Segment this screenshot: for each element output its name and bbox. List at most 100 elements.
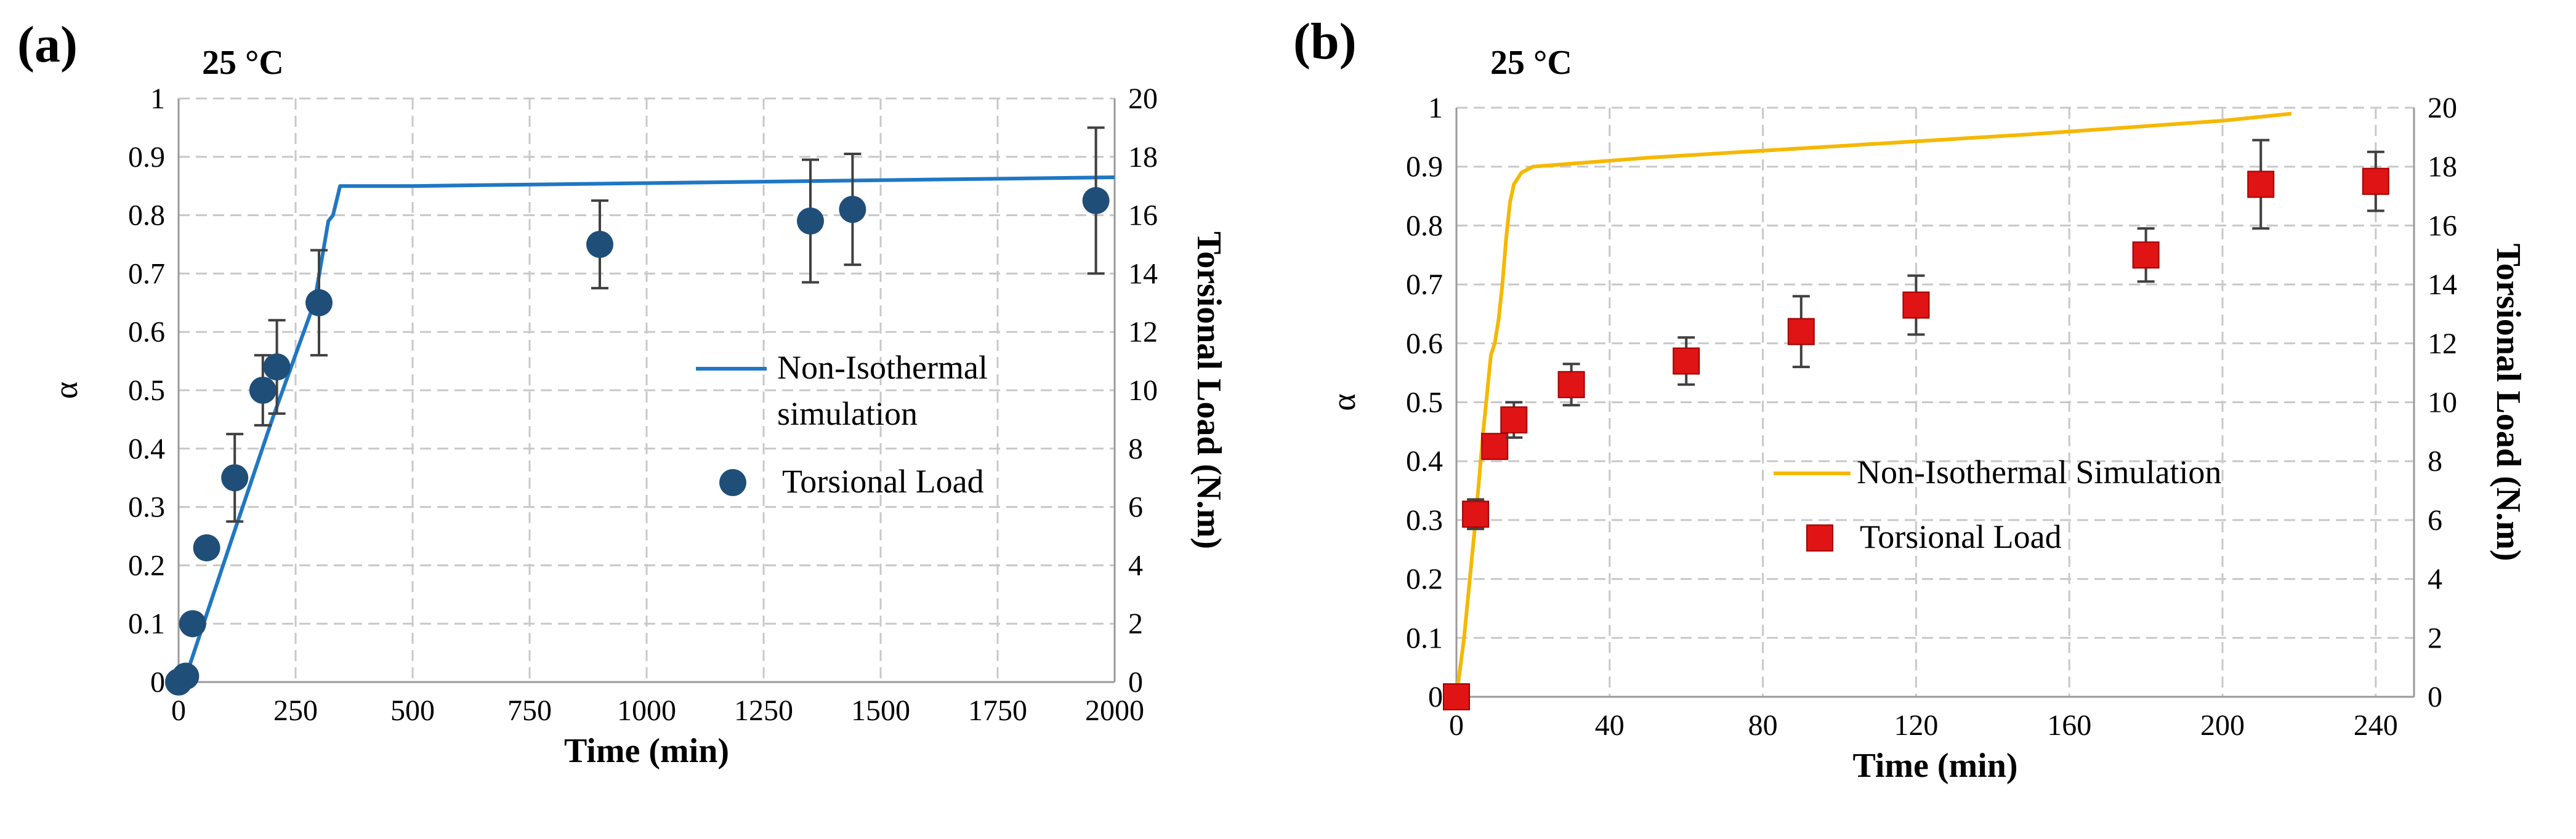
data-point [2362, 167, 2389, 195]
y-tick-label: 0 [150, 666, 165, 699]
y2-tick-label: 14 [1128, 257, 1158, 290]
y-tick-label: 0.5 [128, 374, 165, 407]
legend: Non-Isothermal Simulation Torsional Load [1774, 454, 2221, 555]
y-tick-label: 0.9 [1406, 151, 1443, 183]
data-point [1673, 347, 1700, 375]
y2-tick-label: 4 [2428, 563, 2442, 596]
y-tick-label: 0.7 [1406, 268, 1443, 301]
x-tick-label: 80 [1748, 709, 1778, 742]
data-point [1462, 500, 1490, 528]
y2-tick-label: 4 [1128, 549, 1143, 582]
y2-tick-label: 12 [1128, 316, 1158, 348]
data-point [263, 353, 291, 381]
y-tick-label: 0.7 [128, 257, 165, 290]
y-tick-label: 0.1 [128, 608, 165, 640]
y-tick-label: 0.6 [128, 316, 165, 348]
data-point [221, 464, 249, 492]
data-point [839, 196, 866, 223]
y-tick-label: 0.8 [128, 199, 165, 232]
x-axis-title: Time (min) [564, 732, 729, 770]
x-tick-label: 200 [2200, 709, 2245, 742]
x-tick-label: 40 [1595, 709, 1625, 742]
x-axis-title: Time (min) [1852, 747, 2017, 785]
x-tick-label: 0 [1449, 709, 1464, 742]
panel-label: (b) [1293, 13, 1357, 70]
chart-panel-a: 0 250 500 750 1000 1250 1500 1750 200000.10.20.3… [17, 16, 1228, 770]
y2-tick-label: 0 [1128, 666, 1143, 699]
x-tick-label: 0 [171, 694, 186, 727]
y2-tick-label: 16 [2428, 209, 2457, 242]
legend: Non-Isothermal simulation Torsional Load [696, 349, 988, 500]
data-point [2132, 241, 2160, 269]
data-point [172, 662, 200, 690]
y2-tick-label: 20 [2428, 92, 2457, 124]
data-point [1500, 406, 1528, 434]
series-line [1455, 111, 2292, 697]
data-point [1481, 433, 1509, 460]
data-point [179, 610, 206, 638]
y-tick-label: 0.4 [1406, 445, 1443, 478]
x-tick-label: 1250 [734, 694, 793, 727]
legend-marker-swatch [719, 469, 746, 496]
data-point [586, 231, 613, 258]
y2-tick-label: 6 [2428, 504, 2442, 537]
y2-tick-label: 16 [1128, 199, 1158, 232]
y-tick-label: 0.2 [128, 549, 165, 582]
y2-axis-title: Torsional Load (N.m) [2489, 243, 2527, 561]
data-point [2247, 171, 2275, 198]
legend-label: Non-Isothermal Simulation [1857, 454, 2221, 491]
y2-axis-title: Torsional Load (N.m) [1190, 231, 1228, 549]
x-tick-label: 1750 [968, 694, 1027, 727]
y-tick-label: 1 [1428, 92, 1443, 124]
data-point [305, 289, 333, 316]
panel-label: (a) [17, 16, 78, 73]
x-tick-label: 1000 [617, 694, 676, 727]
y2-tick-label: 20 [1128, 82, 1158, 115]
legend-label: Non-Isothermal simulation [777, 349, 988, 432]
y-axis-title: α [47, 382, 84, 399]
legend-label: Torsional Load [782, 463, 984, 500]
y2-tick-label: 2 [2428, 622, 2442, 654]
legend-marker-swatch [1806, 524, 1833, 552]
y-tick-label: 0.3 [128, 491, 165, 524]
chart-panel-b: 0 40 80 120 160 200 24000.10.20.30.40.50.60.70… [1293, 13, 2527, 785]
data-point [1787, 318, 1815, 345]
y-tick-label: 0.6 [1406, 327, 1443, 360]
legend-label: Torsional Load [1860, 518, 2062, 555]
data-point [249, 377, 277, 404]
x-tick-label: 2000 [1085, 694, 1144, 727]
y-tick-label: 0.2 [1406, 563, 1443, 596]
y-tick-label: 0.5 [1406, 387, 1443, 419]
x-tick-label: 160 [2047, 709, 2091, 742]
x-tick-label: 250 [273, 694, 318, 727]
data-point [193, 534, 220, 561]
y2-tick-label: 12 [2428, 327, 2457, 360]
data-point [1082, 187, 1110, 214]
y-tick-label: 0.4 [128, 433, 165, 465]
data-point [1443, 683, 1470, 710]
y-tick-label: 0.1 [1406, 622, 1443, 654]
y-tick-label: 0.3 [1406, 504, 1443, 537]
y2-tick-label: 8 [2428, 445, 2442, 478]
x-tick-label: 1500 [851, 694, 910, 727]
y2-tick-label: 0 [2428, 681, 2442, 713]
y-tick-label: 1 [150, 82, 165, 115]
x-tick-label: 500 [390, 694, 435, 727]
x-tick-label: 240 [2354, 709, 2398, 742]
y-tick-label: 0 [1428, 681, 1443, 713]
data-point [1902, 291, 1930, 319]
y2-tick-label: 6 [1128, 491, 1143, 524]
data-point [1557, 371, 1585, 398]
series-line [177, 175, 1115, 683]
y-tick-label: 0.9 [128, 141, 165, 174]
y2-tick-label: 10 [2428, 387, 2457, 419]
y2-tick-label: 18 [1128, 141, 1158, 174]
y2-tick-label: 2 [1128, 608, 1143, 640]
y-tick-label: 0.8 [1406, 209, 1443, 242]
temperature-annotation: 25 °C [1490, 44, 1572, 82]
y2-tick-label: 18 [2428, 151, 2457, 183]
data-point [797, 207, 824, 235]
x-tick-label: 120 [1894, 709, 1938, 742]
temperature-annotation: 25 °C [202, 44, 284, 82]
